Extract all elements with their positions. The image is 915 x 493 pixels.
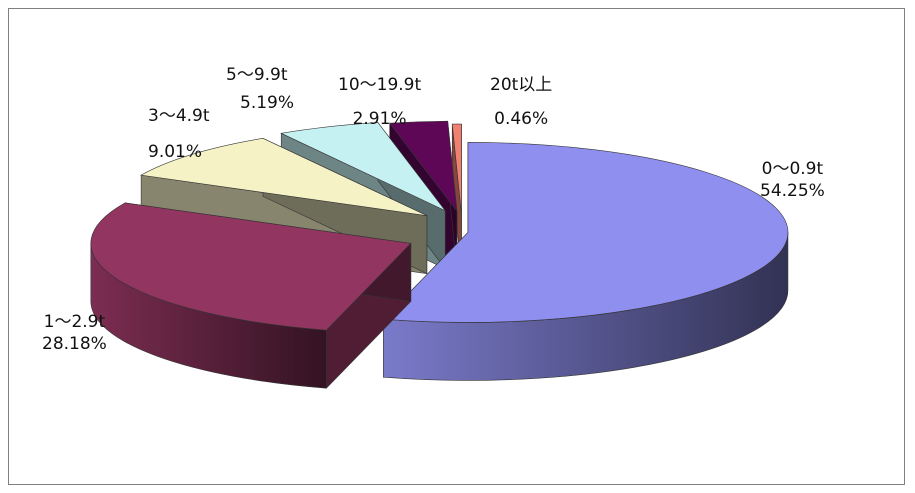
pie-slice-0-top — [382, 142, 789, 323]
slice-label-2: 3～4.9t 9.01% — [148, 105, 210, 163]
slice-label-1: 1～2.9t 28.18% — [42, 311, 107, 355]
slice-label-0-name: 0～0.9t — [761, 159, 824, 179]
slice-label-4-name: 10～19.9t — [338, 75, 422, 95]
slice-label-5-percent: 0.46% — [494, 109, 549, 129]
pie-slice-1-top — [90, 202, 412, 331]
pie-slice-1 — [90, 202, 412, 389]
pie-slice-2-top — [140, 138, 428, 216]
slice-label-4: 10～19.9t 2.91% — [338, 74, 421, 130]
slice-label-4-percent: 2.91% — [352, 109, 407, 129]
slice-label-3-name: 5～9.9t — [226, 65, 288, 85]
pie-slice-0 — [382, 142, 789, 381]
slice-label-2-percent: 9.01% — [148, 142, 203, 162]
slice-label-3: 5～9.9t 5.19% — [226, 64, 294, 114]
slice-label-1-percent: 28.18% — [42, 334, 107, 354]
slice-label-3-percent: 5.19% — [240, 93, 295, 113]
pie-slice-3-top — [280, 122, 446, 211]
slice-label-1-name: 1～2.9t — [43, 312, 106, 332]
pie-slice-4-top — [389, 120, 458, 213]
slice-label-2-name: 3～4.9t — [148, 106, 210, 126]
slice-label-5: 20t以上 0.46% — [490, 74, 552, 130]
pie-slice-5-top — [451, 123, 462, 215]
slice-label-0-percent: 54.25% — [760, 181, 825, 201]
slice-label-0: 0～0.9t 54.25% — [760, 158, 825, 202]
slice-label-5-name: 20t以上 — [490, 75, 553, 95]
